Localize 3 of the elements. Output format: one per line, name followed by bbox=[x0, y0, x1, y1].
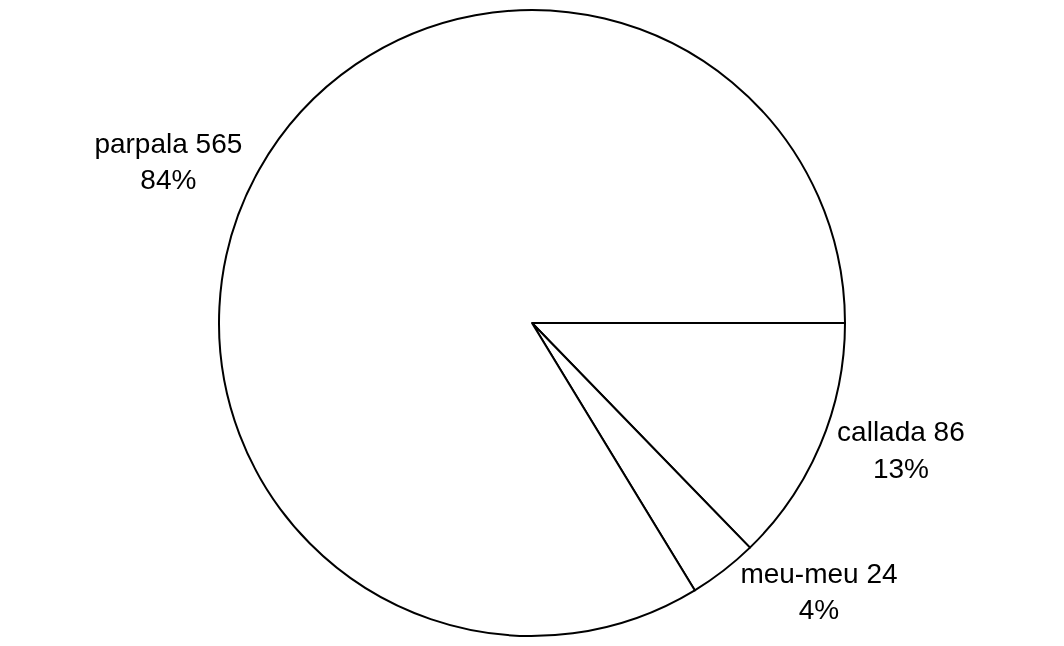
slice-label: meu-meu 24 4% bbox=[740, 557, 898, 626]
slice-label: parpala 565 84% bbox=[94, 127, 243, 196]
slice-label: callada 86 13% bbox=[837, 416, 965, 484]
